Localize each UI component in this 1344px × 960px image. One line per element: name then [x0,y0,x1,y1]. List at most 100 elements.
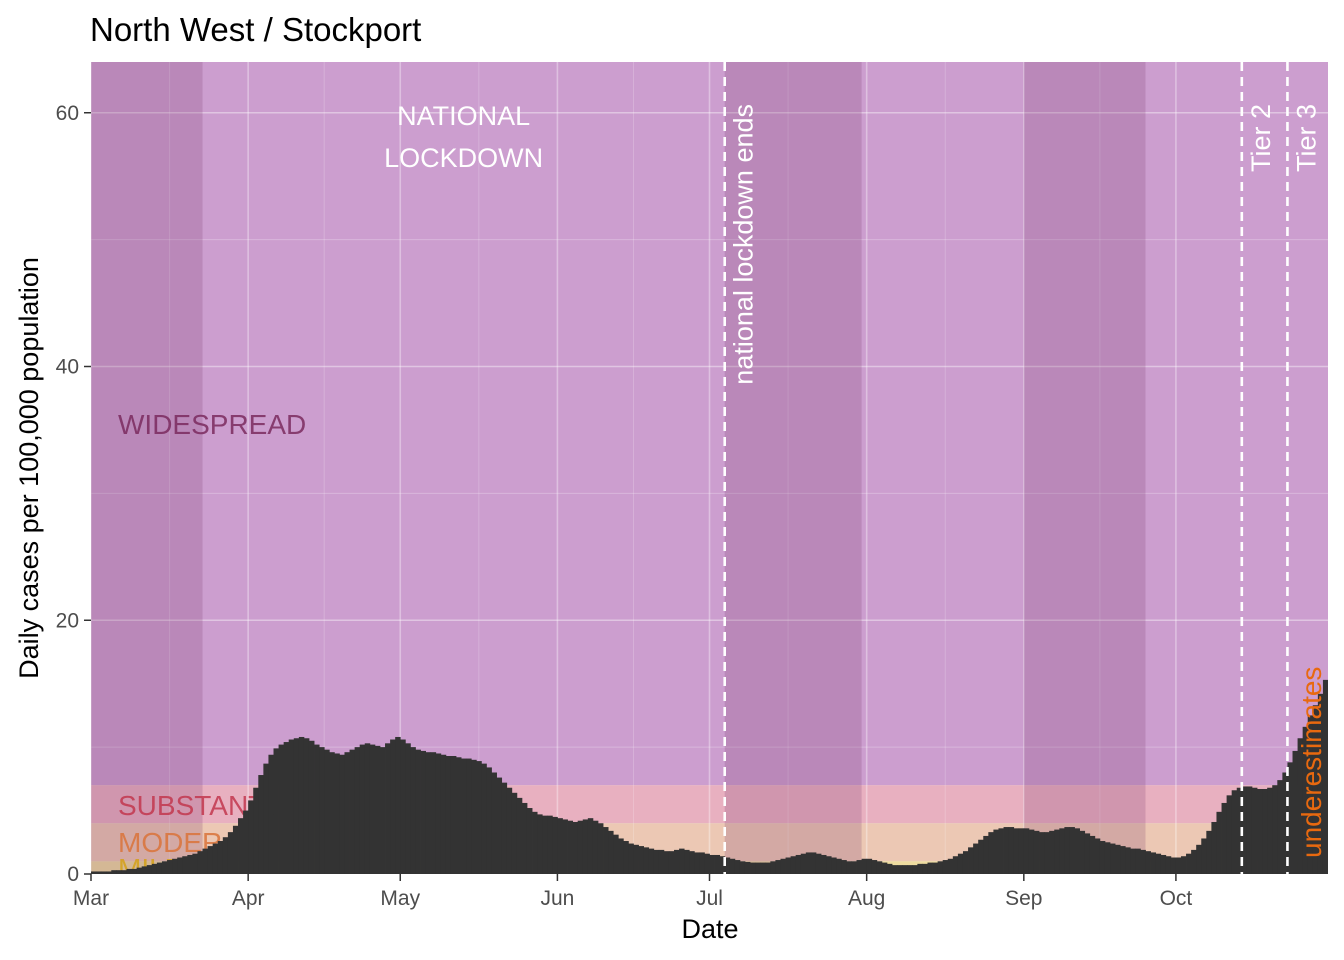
bar [1145,851,1151,874]
bar [557,818,563,874]
bar [1170,857,1177,874]
y-axis-title: Daily cases per 100,000 population [14,257,44,679]
bar [1054,829,1060,874]
bar [765,862,771,874]
bar [902,865,908,874]
bar [106,871,112,874]
bar [1196,844,1202,874]
bar [618,838,624,874]
bar [866,858,873,874]
bar [187,854,193,874]
bar [633,844,639,874]
bar [592,820,599,874]
bar [1044,832,1050,874]
bar [1089,835,1096,874]
bar [719,856,726,874]
bar [1003,827,1010,874]
bar [978,839,984,874]
bar [466,758,472,874]
bar [922,863,928,874]
bar [775,860,781,874]
bar [344,752,350,874]
bar [445,756,452,874]
bar [684,849,690,874]
bar [496,777,503,874]
bar [526,808,533,874]
bar [861,858,868,874]
bar [202,848,209,874]
bar [1216,811,1222,874]
bar [998,828,1004,874]
bar [537,814,543,874]
bar [597,823,604,874]
bar [1110,843,1116,874]
bar [1262,788,1268,874]
bar [172,858,178,874]
bar [1186,853,1192,874]
bar [709,854,715,874]
bar [349,749,356,874]
chart-title: North West / Stockport [90,11,421,48]
x-tick-label: Apr [232,887,265,910]
bar [1023,828,1030,874]
bar [1160,854,1167,874]
bar [582,819,589,874]
bar [587,818,594,874]
bar [897,865,903,874]
bar [1292,750,1298,874]
bar [704,853,710,874]
bar [1155,853,1162,874]
bar [415,749,421,874]
bar [1013,828,1020,874]
bar [1226,795,1233,874]
bar [744,861,751,874]
bar [942,860,949,874]
bar [750,862,756,874]
bar [623,841,629,874]
bar [268,754,274,874]
bars [91,637,1338,874]
bar [952,856,959,874]
bar [821,854,827,874]
bar [1211,821,1217,874]
bar [1267,787,1273,874]
bar [1049,830,1055,874]
bar [714,854,721,874]
bar [278,744,285,874]
bar [481,763,487,874]
bar [435,753,442,874]
x-tick-label: May [380,887,420,910]
bar [227,832,234,874]
bar [734,860,741,874]
bar [456,757,462,874]
bar [643,847,650,874]
bar [440,754,447,874]
bar [1180,856,1187,874]
bar [1251,787,1258,874]
band-label-widespread: WIDESPREAD [118,409,306,440]
bar [374,745,381,874]
bar [141,866,148,874]
bar [1028,829,1035,874]
bar [1333,637,1338,874]
bar [1206,830,1212,874]
bar [907,865,913,874]
bar [1130,848,1136,874]
bar [1231,790,1238,874]
bar [486,767,492,874]
bar [212,843,219,874]
bar [405,743,411,874]
bar [699,852,705,874]
bar [886,863,893,874]
bar [1074,828,1080,874]
bar [126,868,132,874]
bar [1115,844,1121,874]
bar [324,749,330,874]
bar [430,752,437,874]
bar [1257,788,1263,874]
bar [390,739,396,874]
x-tick-label: Mar [73,887,109,910]
bar [613,834,619,874]
bar [973,843,979,874]
bar [603,827,609,874]
